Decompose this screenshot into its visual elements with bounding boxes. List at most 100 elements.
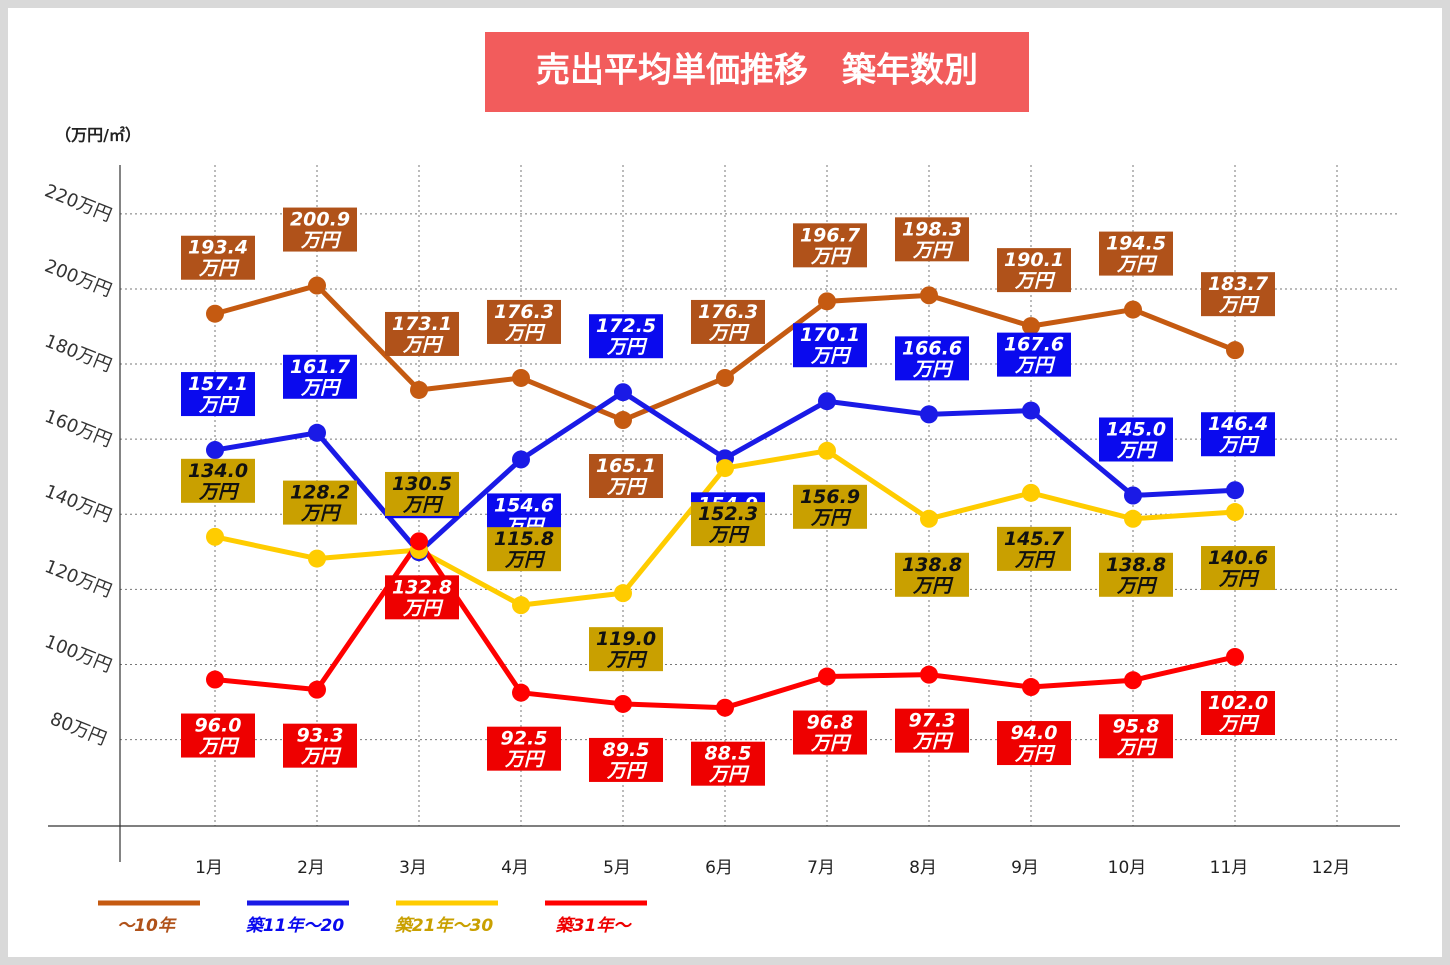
value-label-line: 152.3 <box>698 503 758 525</box>
value-label-line: 89.5 <box>603 738 650 760</box>
value-label-line: 97.3 <box>909 709 956 731</box>
point <box>920 286 938 305</box>
value-label-line: 万円 <box>402 597 444 619</box>
value-label-line: 万円 <box>810 732 852 754</box>
value-label-line: 170.1 <box>800 324 860 346</box>
point <box>206 670 224 689</box>
value-label-line: 万円 <box>198 480 240 502</box>
value-label-line: 145.7 <box>1004 527 1065 549</box>
value-label-box <box>997 332 1071 377</box>
value-label-line: 万円 <box>606 759 648 781</box>
x-tick-label: 4月 <box>501 858 529 878</box>
value-label-box <box>691 502 765 547</box>
value-label-box <box>997 721 1071 766</box>
value-label: 200.9 万円 <box>283 207 357 252</box>
point <box>920 405 938 424</box>
value-label-line: 119.0 <box>596 628 656 650</box>
value-label-line: 166.6 <box>902 337 962 359</box>
value-label: 88.5 万円 <box>691 741 765 786</box>
value-label: 196.7 万円 <box>793 223 867 268</box>
legend-label: 築31年～ <box>556 916 633 936</box>
point <box>1022 483 1040 502</box>
value-label: 145.0 万円 <box>1099 417 1173 462</box>
value-label-line: 115.8 <box>494 528 554 550</box>
legend-label: 築11年～20 <box>246 916 344 936</box>
value-label-line: 万円 <box>810 506 852 528</box>
x-tick-label: 9月 <box>1011 858 1039 878</box>
y-tick-label: 200万円 <box>42 256 115 302</box>
value-label-line: 万円 <box>504 549 546 571</box>
value-label-text: 102.0 万円 <box>1208 691 1268 734</box>
y-tick-label: 160万円 <box>42 406 115 452</box>
value-label-text: 165.1 万円 <box>596 455 656 498</box>
value-label-text: 96.0 万円 <box>195 714 242 757</box>
value-label-box <box>691 299 765 344</box>
value-label-line: 176.3 <box>494 300 554 322</box>
value-label-box <box>181 713 255 758</box>
value-label-line: 万円 <box>912 574 954 596</box>
point <box>206 304 224 323</box>
point <box>1226 341 1244 360</box>
y-tick-label: 80万円 <box>47 708 109 750</box>
value-label: 97.3 万円 <box>895 708 969 753</box>
value-label-line: 万円 <box>402 333 444 355</box>
value-label: 128.2 万円 <box>283 480 357 525</box>
value-label-line: 157.1 <box>188 373 248 395</box>
y-tick-label: 180万円 <box>42 331 115 377</box>
value-label-box <box>1099 417 1173 462</box>
value-label-text: 161.7 万円 <box>290 355 351 398</box>
value-label-text: 138.8 万円 <box>1106 553 1166 596</box>
x-tick-label: 5月 <box>603 858 631 878</box>
value-label-box <box>1201 272 1275 317</box>
point <box>512 683 530 702</box>
value-label-line: 万円 <box>912 239 954 261</box>
value-label-text: 134.0 万円 <box>188 459 248 502</box>
value-label: 134.0 万円 <box>181 458 255 503</box>
value-label-text: 183.7 万円 <box>1208 273 1269 316</box>
title-box <box>485 32 1029 112</box>
point <box>614 694 632 713</box>
value-label-line: 138.8 <box>1106 553 1166 575</box>
value-label-text: 190.1 万円 <box>1004 249 1064 292</box>
value-label-box <box>487 299 561 344</box>
value-label-text: 198.3 万円 <box>902 218 962 261</box>
value-label-line: 183.7 <box>1208 273 1269 295</box>
value-label-box <box>1201 412 1275 457</box>
value-label-text: 119.0 万円 <box>596 628 656 671</box>
value-label: 140.6 万円 <box>1201 546 1275 591</box>
y-tick-label: 120万円 <box>42 556 115 602</box>
value-label: 176.3 万円 <box>691 299 765 344</box>
point <box>716 459 734 478</box>
value-label-line: 万円 <box>1218 434 1260 456</box>
value-label-line: 145.0 <box>1106 418 1166 440</box>
value-label-line: 128.2 <box>290 481 350 503</box>
value-label-text: 200.9 万円 <box>290 208 350 251</box>
value-label-text: 196.7 万円 <box>800 224 861 267</box>
point <box>308 276 326 295</box>
point <box>1226 503 1244 522</box>
value-label-text: 96.8 万円 <box>807 711 854 754</box>
value-label-line: 102.0 <box>1208 691 1268 713</box>
value-label-line: 万円 <box>1218 568 1260 590</box>
value-label-box <box>895 336 969 381</box>
value-label-line: 96.0 <box>195 714 242 736</box>
value-label-box <box>283 723 357 768</box>
point <box>818 667 836 686</box>
point <box>614 411 632 430</box>
value-label-box <box>385 311 459 356</box>
x-tick-label: 3月 <box>399 858 427 878</box>
point <box>716 698 734 717</box>
value-label-line: 190.1 <box>1004 249 1064 271</box>
value-label-text: 157.1 万円 <box>188 373 248 416</box>
value-label-text: 145.0 万円 <box>1106 418 1166 461</box>
value-label-line: 万円 <box>1014 743 1056 765</box>
value-label-line: 92.5 <box>501 727 548 749</box>
point <box>410 380 428 399</box>
value-label-line: 93.3 <box>297 724 344 746</box>
value-label-text: 176.3 万円 <box>494 300 554 343</box>
value-label-box <box>283 354 357 399</box>
value-label-box <box>487 726 561 771</box>
x-tick-label: 12月 <box>1312 858 1351 878</box>
value-label: 95.8 万円 <box>1099 714 1173 759</box>
